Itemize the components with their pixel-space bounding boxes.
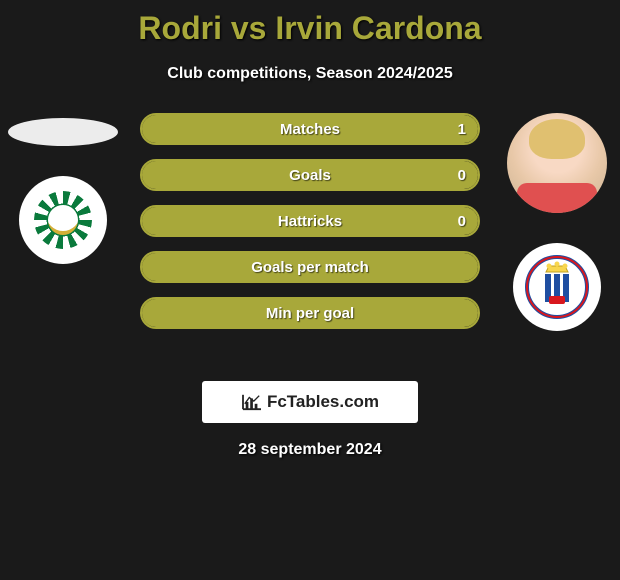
site-logo-text: FcTables.com	[267, 392, 379, 412]
footer-date: 28 september 2024	[0, 441, 620, 459]
stat-label: Hattricks	[142, 213, 478, 230]
right-player-column	[502, 113, 612, 331]
stat-value-right: 0	[458, 213, 466, 230]
player1-club-badge	[19, 176, 107, 264]
chart-icon	[241, 393, 263, 411]
page-title: Rodri vs Irvin Cardona	[0, 0, 620, 47]
player1-avatar	[8, 118, 118, 146]
stats-list: Matches1Goals0Hattricks0Goals per matchM…	[140, 113, 480, 329]
stat-label: Goals	[142, 167, 478, 184]
stat-label: Goals per match	[142, 259, 478, 276]
stat-value-right: 1	[458, 121, 466, 138]
site-logo: FcTables.com	[202, 381, 418, 423]
stat-value-right: 0	[458, 167, 466, 184]
comparison-area: Matches1Goals0Hattricks0Goals per matchM…	[0, 113, 620, 363]
stat-row: Goals0	[140, 159, 480, 191]
stat-row: Min per goal	[140, 297, 480, 329]
left-player-column	[8, 113, 118, 264]
stat-row: Matches1	[140, 113, 480, 145]
player2-club-badge	[513, 243, 601, 331]
player2-avatar	[507, 113, 607, 213]
stat-label: Matches	[142, 121, 478, 138]
stat-label: Min per goal	[142, 305, 478, 322]
stat-row: Goals per match	[140, 251, 480, 283]
subtitle: Club competitions, Season 2024/2025	[0, 65, 620, 83]
stat-row: Hattricks0	[140, 205, 480, 237]
